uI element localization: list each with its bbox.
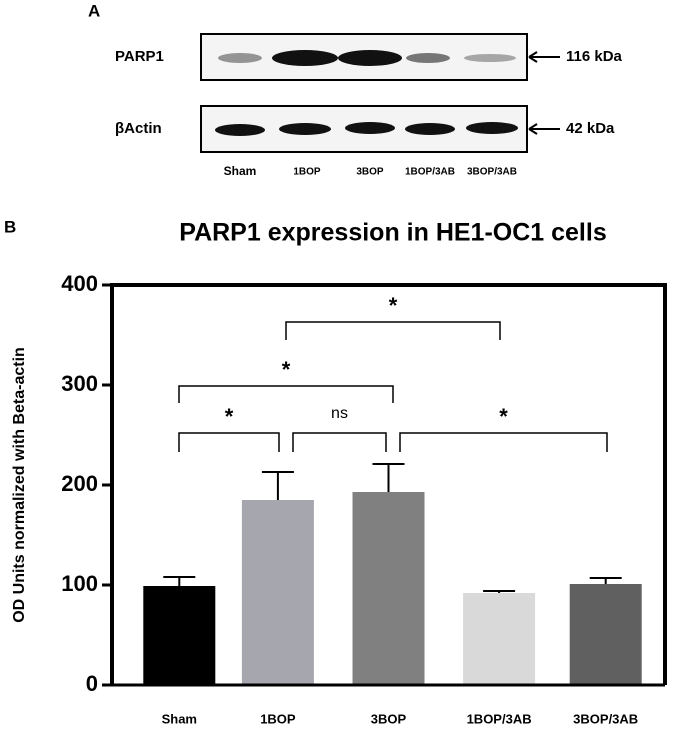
lane-label: 1BOP bbox=[293, 167, 321, 178]
significance-label: * bbox=[282, 357, 291, 382]
band bbox=[272, 50, 338, 66]
bar bbox=[241, 500, 314, 685]
significance-label: ns bbox=[331, 405, 348, 422]
significance-bracket bbox=[399, 432, 608, 452]
band bbox=[464, 54, 516, 62]
y-axis-label: OD Units normalized with Beta-actin bbox=[11, 347, 28, 623]
significance-bracket bbox=[285, 321, 501, 340]
x-tick-label: 1BOP bbox=[260, 711, 296, 726]
band bbox=[338, 50, 402, 66]
blot-size-label: 116 kDa bbox=[566, 48, 623, 65]
chart-title: PARP1 expression in HE1-OC1 cells bbox=[179, 219, 606, 247]
plot-frame bbox=[110, 283, 667, 685]
band bbox=[406, 53, 450, 63]
blot-row-label: PARP1 bbox=[115, 48, 164, 65]
significance-bracket bbox=[292, 432, 387, 452]
lane-label: 1BOP/3AB bbox=[405, 167, 455, 178]
blot-row-label: βActin bbox=[115, 120, 162, 137]
blot-size-label: 42 kDa bbox=[566, 120, 615, 137]
western-blot bbox=[200, 33, 560, 153]
y-tick-label: 300 bbox=[61, 371, 98, 396]
band bbox=[466, 122, 518, 134]
bar bbox=[352, 492, 425, 685]
panel-label: B bbox=[4, 217, 16, 236]
significance-label: * bbox=[389, 293, 398, 318]
band bbox=[215, 124, 265, 136]
x-tick-label: Sham bbox=[162, 711, 197, 726]
band bbox=[345, 122, 395, 134]
bar bbox=[143, 586, 216, 685]
significance-bracket bbox=[178, 385, 394, 403]
bar bbox=[569, 584, 642, 685]
y-tick-label: 0 bbox=[86, 671, 98, 696]
bar bbox=[463, 593, 536, 685]
x-tick-label: 3BOP/3AB bbox=[573, 711, 638, 726]
x-tick-label: 1BOP/3AB bbox=[467, 711, 532, 726]
arrow bbox=[528, 51, 560, 135]
y-tick-label: 200 bbox=[61, 471, 98, 496]
band bbox=[405, 123, 455, 135]
lane-label: 3BOP/3AB bbox=[467, 167, 517, 178]
significance-bracket bbox=[178, 432, 280, 452]
x-tick-label: 3BOP bbox=[371, 711, 407, 726]
significance-label: * bbox=[499, 404, 508, 429]
band bbox=[218, 53, 262, 63]
lane-label: 3BOP bbox=[356, 167, 384, 178]
y-tick-label: 100 bbox=[61, 571, 98, 596]
y-tick-label: 400 bbox=[61, 271, 98, 296]
panel-label: A bbox=[88, 1, 100, 20]
significance-label: * bbox=[225, 404, 234, 429]
band bbox=[279, 123, 331, 135]
lane-label: Sham bbox=[224, 164, 257, 178]
